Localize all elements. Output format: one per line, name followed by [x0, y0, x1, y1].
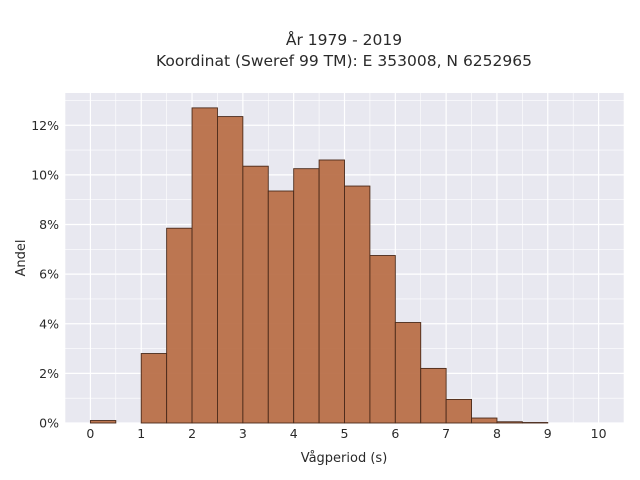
x-tick-label: 10 [591, 426, 607, 441]
y-tick-labels: 0% 2% 4% 6% 8% 10% 12% [31, 118, 59, 431]
histogram-bar [217, 116, 244, 424]
y-tick-label: 6% [39, 267, 59, 282]
histogram-bar [191, 107, 218, 424]
x-tick-label: 6 [391, 426, 399, 441]
histogram-bar [89, 420, 117, 424]
x-tick-label: 5 [341, 426, 349, 441]
histogram-bar [420, 367, 447, 424]
x-tick-label: 8 [493, 426, 501, 441]
y-axis-label: Andel [14, 240, 29, 277]
histogram-bar [496, 421, 523, 424]
x-tick-label: 9 [544, 426, 552, 441]
chart-title-line-1: År 1979 - 2019 [286, 30, 402, 49]
histogram-bar [471, 417, 498, 424]
y-tick-label: 0% [39, 416, 59, 431]
histogram-bar [267, 190, 295, 424]
histogram-bar [394, 322, 422, 424]
histogram-bar [445, 398, 472, 424]
histogram-bar [242, 165, 269, 424]
histogram-bar [344, 185, 371, 424]
x-tick-labels: 0 1 2 3 4 5 6 7 8 9 10 [86, 426, 606, 441]
y-tick-label: 2% [39, 366, 59, 381]
bars [89, 107, 549, 424]
x-tick-label: 4 [290, 426, 298, 441]
chart-title-line-2: Koordinat (Sweref 99 TM): E 353008, N 62… [156, 52, 532, 70]
histogram-bar [318, 159, 345, 424]
histogram-bar [166, 227, 193, 424]
x-axis-label: Vågperiod (s) [301, 451, 388, 466]
y-tick-label: 4% [39, 316, 59, 331]
y-tick-label: 12% [31, 118, 59, 133]
x-tick-label: 1 [137, 426, 145, 441]
x-tick-label: 2 [188, 426, 196, 441]
histogram-bar [369, 255, 396, 424]
histogram-bar [293, 168, 320, 424]
x-tick-label: 7 [442, 426, 450, 441]
y-tick-label: 10% [31, 167, 59, 182]
x-tick-label: 0 [86, 426, 94, 441]
y-tick-label: 8% [39, 217, 59, 232]
x-tick-label: 3 [239, 426, 247, 441]
histogram-bar [140, 353, 168, 424]
